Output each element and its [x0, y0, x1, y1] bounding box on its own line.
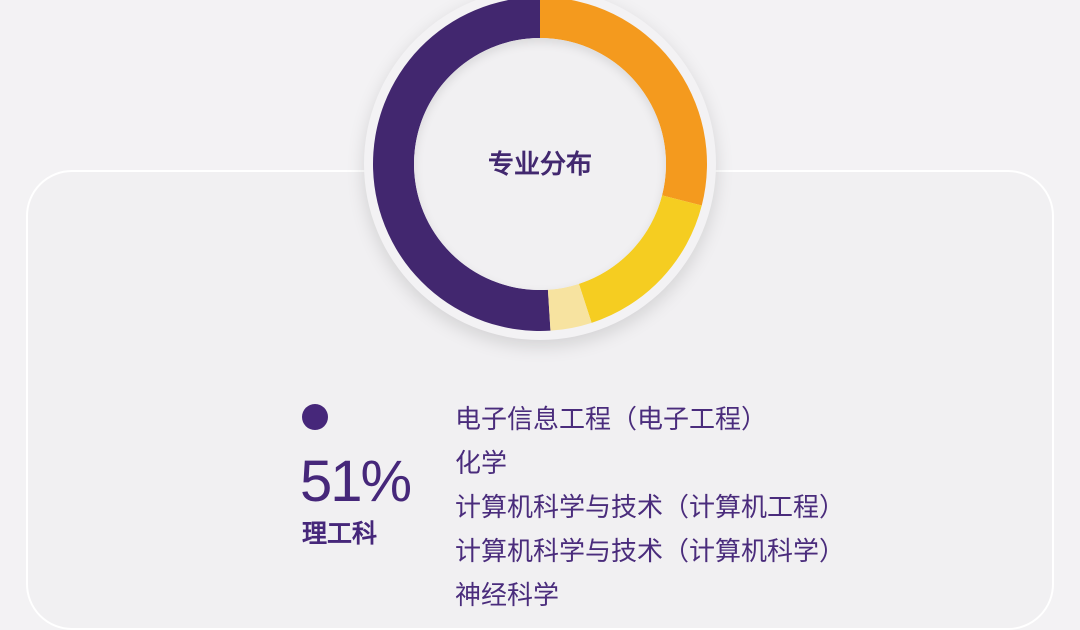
- donut-slice-0: [373, 0, 551, 331]
- donut-chart: 专业分布: [364, 0, 716, 340]
- majors-list: 电子信息工程（电子工程） 化学 计算机科学与技术（计算机工程） 计算机科学与技术…: [455, 398, 845, 618]
- donut-svg: [373, 0, 707, 331]
- major-item: 计算机科学与技术（计算机科学）: [455, 537, 846, 567]
- donut-slice-2: [578, 195, 702, 323]
- major-item: 电子信息工程（电子工程）: [455, 405, 768, 435]
- legend-color-dot: [302, 404, 328, 430]
- donut-slice-3: [547, 283, 592, 331]
- legend-category-label: 理工科: [302, 519, 378, 548]
- major-item: 计算机科学与技术（计算机工程）: [455, 493, 846, 523]
- major-item: 神经科学: [455, 581, 560, 611]
- chart-title: 专业分布: [487, 149, 592, 180]
- donut-slice-1: [540, 0, 707, 206]
- legend-percent: 51%: [300, 449, 412, 514]
- major-item: 化学: [455, 449, 508, 479]
- donut-center: 专业分布: [414, 38, 666, 290]
